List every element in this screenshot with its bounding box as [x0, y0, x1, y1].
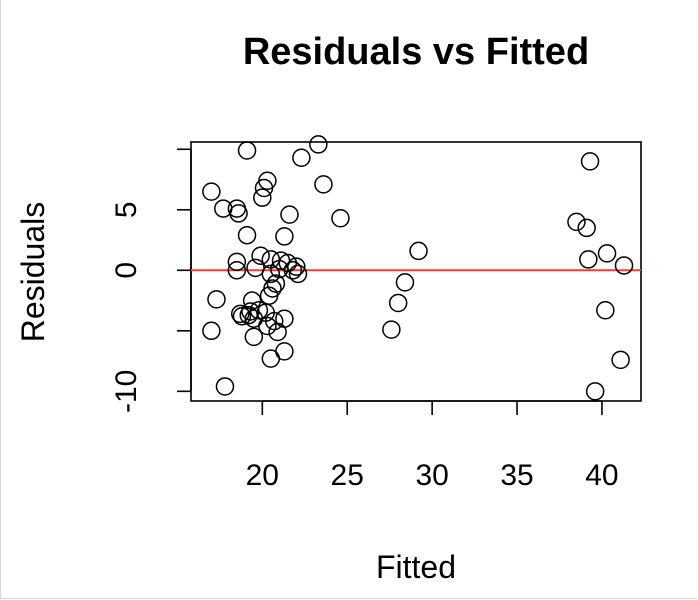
data-point — [207, 290, 226, 309]
data-point — [251, 246, 270, 266]
data-point — [237, 141, 257, 160]
data-point — [292, 148, 311, 167]
data-point — [382, 320, 401, 339]
data-point — [275, 342, 294, 361]
data-point — [258, 171, 277, 190]
data-point — [580, 152, 600, 171]
data-point — [229, 204, 248, 223]
x-axis-label: Fitted — [376, 549, 456, 585]
data-point — [275, 309, 294, 328]
y-axis-label: Residuals — [15, 202, 51, 343]
y-tick-label: -10 — [110, 370, 143, 413]
data-point — [263, 279, 282, 298]
data-point — [266, 274, 286, 293]
data-point — [567, 212, 586, 232]
data-point — [596, 300, 615, 320]
plot-area: 20 25 30 35 40 -10 0 5 — [110, 135, 642, 492]
data-point — [280, 205, 299, 224]
data-point — [288, 264, 308, 284]
data-point — [309, 135, 328, 154]
x-tick-label: 40 — [585, 459, 618, 492]
data-point — [314, 175, 333, 194]
data-point — [261, 349, 281, 368]
data-point — [614, 256, 634, 275]
y-tick-label: 5 — [110, 201, 143, 218]
data-point — [242, 291, 262, 310]
data-point — [264, 311, 284, 331]
data-point — [275, 227, 294, 246]
x-tick-label: 30 — [415, 459, 448, 492]
data-point — [268, 322, 287, 342]
data-point — [597, 244, 617, 263]
data-point — [577, 218, 596, 238]
data-point — [287, 257, 306, 276]
x-tick-label: 25 — [331, 459, 364, 492]
y-tick-label: 0 — [110, 262, 143, 279]
data-point — [214, 199, 233, 218]
data-point — [227, 252, 247, 272]
data-point — [244, 327, 264, 347]
data-point — [388, 293, 408, 313]
data-point — [202, 182, 221, 201]
data-point — [585, 382, 605, 401]
x-tick-label: 20 — [246, 459, 279, 492]
data-point — [253, 188, 272, 207]
data-point — [230, 304, 250, 324]
chart-title: Residuals vs Fitted — [243, 31, 589, 73]
data-point — [409, 241, 428, 261]
data-point — [202, 321, 221, 341]
data-point — [395, 273, 415, 292]
data-point — [611, 350, 630, 370]
x-tick-label: 35 — [500, 459, 533, 492]
data-point — [215, 377, 235, 396]
data-point — [237, 225, 257, 245]
data-point — [258, 316, 277, 336]
data-point — [331, 208, 350, 228]
data-point — [283, 261, 303, 280]
data-point — [579, 250, 598, 269]
data-point — [227, 261, 247, 280]
